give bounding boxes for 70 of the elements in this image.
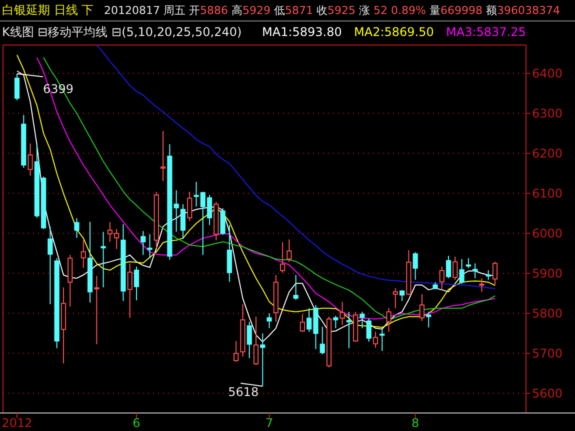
x-tick-label: 2012 bbox=[2, 416, 32, 430]
candlestick bbox=[360, 311, 365, 329]
text: K线图 ⊟移动平均线 ⊟(5,10,20,25,50,240) bbox=[2, 25, 242, 39]
candlestick bbox=[260, 332, 266, 387]
candlestick bbox=[147, 234, 152, 259]
y-tick-label: 5700 bbox=[532, 346, 563, 361]
candlestick bbox=[266, 312, 272, 329]
candlestick bbox=[446, 255, 452, 279]
candlestick bbox=[80, 240, 86, 268]
candlestick bbox=[134, 266, 140, 301]
candlestick bbox=[459, 258, 464, 284]
candlestick bbox=[372, 331, 378, 348]
candlestick bbox=[48, 226, 53, 305]
y-tick-label: 6400 bbox=[532, 66, 563, 81]
candlestick bbox=[14, 73, 20, 101]
candlestick bbox=[300, 314, 306, 332]
candlestick bbox=[346, 311, 352, 349]
candlestick bbox=[426, 311, 432, 328]
candlestick bbox=[127, 262, 132, 318]
candlestick bbox=[419, 294, 425, 322]
candlestick bbox=[68, 254, 73, 308]
y-tick-label: 6000 bbox=[532, 226, 563, 241]
candlestick bbox=[28, 142, 33, 176]
candlestick bbox=[366, 318, 372, 342]
candlestick bbox=[380, 328, 385, 352]
candlestick bbox=[479, 278, 484, 292]
candlestick bbox=[253, 316, 259, 366]
candlestick bbox=[340, 301, 345, 326]
candlestick bbox=[180, 204, 186, 240]
candlestick bbox=[320, 326, 325, 355]
line-series bbox=[96, 44, 496, 290]
text: MA2:5869.50 bbox=[354, 25, 434, 39]
candlestick bbox=[412, 252, 418, 280]
chart-title: 白银延期 日线 下 bbox=[2, 3, 94, 17]
candlestick bbox=[466, 258, 471, 269]
candlestick bbox=[392, 288, 398, 309]
candlestick bbox=[246, 321, 252, 359]
x-tick-label: 6 bbox=[132, 416, 140, 430]
x-tick-label: 7 bbox=[265, 416, 274, 430]
candlestick bbox=[100, 231, 106, 288]
candlestick bbox=[439, 266, 444, 290]
candlestick bbox=[492, 261, 498, 286]
candlestick bbox=[286, 238, 292, 262]
candlestick bbox=[333, 315, 338, 329]
y-tick-label: 6200 bbox=[532, 146, 563, 161]
candlestick bbox=[386, 308, 392, 332]
candlestick bbox=[140, 230, 146, 256]
y-tick-label: 6300 bbox=[532, 106, 563, 121]
y-tick-label: 5600 bbox=[532, 386, 563, 401]
candlestick bbox=[94, 275, 100, 345]
candlestick bbox=[220, 208, 226, 236]
text: MA3:5837.25 bbox=[446, 25, 526, 39]
x-tick-label: 8 bbox=[412, 416, 420, 430]
candlestick bbox=[293, 274, 298, 300]
y-tick-label: 5900 bbox=[532, 266, 563, 281]
candlestick bbox=[187, 191, 192, 222]
candlestick bbox=[234, 340, 239, 362]
candlestick bbox=[160, 130, 166, 182]
candlestick bbox=[74, 218, 80, 238]
y-tick-label: 6100 bbox=[532, 186, 563, 201]
annotation: 5618 bbox=[228, 385, 259, 400]
candlestick bbox=[486, 270, 491, 280]
y-tick-label: 5800 bbox=[532, 306, 563, 321]
candlestick bbox=[472, 262, 478, 279]
candlestick bbox=[226, 224, 232, 282]
text: MA1:5893.80 bbox=[262, 25, 342, 39]
candlestick bbox=[280, 242, 286, 274]
text: 20120817 周五 开5886 高5929 低5871 收5925 涨 52 0.89% 量669998 额396038374 bbox=[104, 4, 560, 17]
candlestick bbox=[399, 290, 405, 302]
candlestick bbox=[452, 256, 458, 280]
